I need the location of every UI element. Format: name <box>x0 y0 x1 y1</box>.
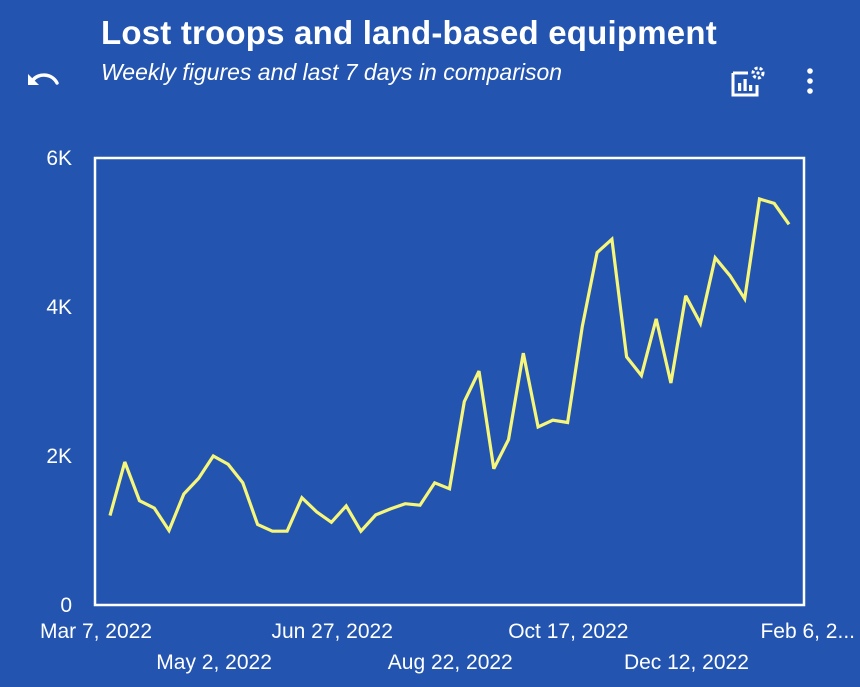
y-axis: 0 2K 4K 6K <box>46 147 72 617</box>
data-point[interactable] <box>137 498 143 504</box>
data-point[interactable] <box>594 250 600 256</box>
more-options-button[interactable] <box>797 64 823 100</box>
data-point[interactable] <box>668 380 674 386</box>
data-point[interactable] <box>299 495 305 501</box>
data-point[interactable] <box>491 466 497 472</box>
y-tick-label: 2K <box>46 445 72 468</box>
data-point[interactable] <box>461 399 467 405</box>
data-point[interactable] <box>166 528 172 534</box>
data-point[interactable] <box>624 354 630 360</box>
data-point[interactable] <box>786 221 792 227</box>
data-point[interactable] <box>343 503 349 509</box>
x-tick-label: Mar 7, 2022 <box>40 620 152 643</box>
x-tick-label: Oct 17, 2022 <box>508 620 628 643</box>
data-point[interactable] <box>550 417 556 423</box>
data-point[interactable] <box>210 453 216 459</box>
data-point[interactable] <box>432 480 438 486</box>
undo-button[interactable] <box>24 66 64 96</box>
data-point[interactable] <box>181 491 187 497</box>
data-point[interactable] <box>122 459 128 465</box>
x-tick-label: Feb 6, 2... <box>760 620 855 643</box>
series-layer <box>107 196 792 534</box>
x-tick-label: May 2, 2022 <box>156 651 272 674</box>
data-point[interactable] <box>196 475 202 481</box>
x-tick-label: Jun 27, 2022 <box>271 620 392 643</box>
chart-title: Lost troops and land-based equipment <box>101 14 717 51</box>
data-point[interactable] <box>653 316 659 322</box>
chart-settings-icon <box>731 66 765 97</box>
data-point[interactable] <box>683 293 689 299</box>
data-point[interactable] <box>742 296 748 302</box>
data-point[interactable] <box>609 236 615 242</box>
data-point[interactable] <box>269 528 275 534</box>
data-point[interactable] <box>506 437 512 443</box>
data-point[interactable] <box>358 528 364 534</box>
x-tick-label: Dec 12, 2022 <box>624 651 749 674</box>
chart-settings-button[interactable] <box>730 64 768 100</box>
data-point[interactable] <box>328 519 334 525</box>
data-point[interactable] <box>565 420 571 426</box>
y-tick-label: 0 <box>60 594 72 617</box>
data-point[interactable] <box>107 513 113 519</box>
data-point[interactable] <box>638 373 644 379</box>
undo-icon <box>28 73 59 85</box>
chart-subtitle: Weekly figures and last 7 days in compar… <box>101 59 563 85</box>
data-point[interactable] <box>520 350 526 356</box>
y-tick-label: 6K <box>46 147 72 170</box>
series-line <box>108 196 791 534</box>
y-tick-label: 4K <box>46 296 72 319</box>
data-point[interactable] <box>697 320 703 326</box>
plot-frame <box>93 156 806 607</box>
data-point[interactable] <box>388 506 394 512</box>
data-point[interactable] <box>373 512 379 518</box>
data-point[interactable] <box>727 273 733 279</box>
data-point[interactable] <box>151 505 157 511</box>
data-point[interactable] <box>757 196 763 202</box>
data-point[interactable] <box>314 509 320 515</box>
data-point[interactable] <box>240 480 246 486</box>
data-point[interactable] <box>771 200 777 206</box>
x-tick-label: Aug 22, 2022 <box>388 651 513 674</box>
data-point[interactable] <box>284 528 290 534</box>
data-point[interactable] <box>535 424 541 430</box>
data-point[interactable] <box>712 255 718 261</box>
data-point[interactable] <box>225 461 231 467</box>
data-point[interactable] <box>579 323 585 329</box>
data-point[interactable] <box>255 522 261 528</box>
data-point[interactable] <box>447 486 453 492</box>
more-vert-icon <box>807 68 813 94</box>
data-point[interactable] <box>476 368 482 374</box>
data-point[interactable] <box>402 501 408 507</box>
data-point[interactable] <box>417 502 423 508</box>
